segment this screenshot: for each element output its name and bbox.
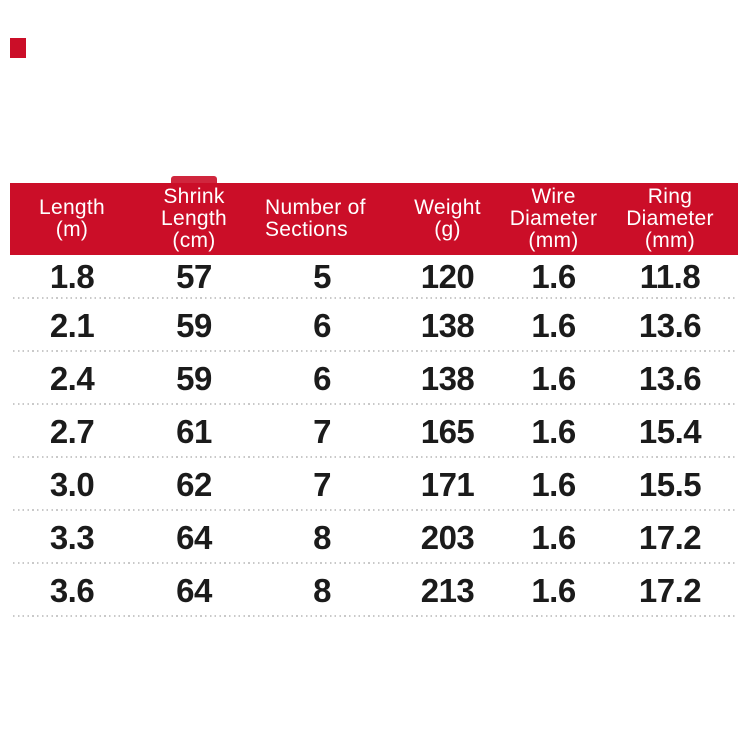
table-row: 3.6 64 8 213 1.6 17.2 (10, 564, 738, 617)
column-header-line: Diameter (509, 207, 598, 230)
cell-shrink-length: 61 (176, 412, 212, 450)
table-row: 2.7 61 7 165 1.6 15.4 (10, 405, 738, 458)
column-header-weight: Weight (g) (390, 183, 505, 255)
column-header-line: (mm) (528, 229, 579, 252)
cell-weight: 138 (420, 306, 475, 344)
cell-sections: 7 (313, 465, 331, 503)
cell-ring-diameter: 13.6 (638, 306, 702, 344)
cell-ring-diameter: 11.8 (639, 258, 701, 295)
column-header-line: (m) (55, 218, 89, 241)
column-header-length: Length (m) (10, 183, 134, 255)
table-row: 1.8 57 5 120 1.6 11.8 (10, 255, 738, 299)
spec-table: Length (m) Shrink Length (cm) Number of … (10, 176, 738, 617)
cell-sections: 6 (313, 306, 331, 344)
table-row: 2.4 59 6 138 1.6 13.6 (10, 352, 738, 405)
column-header-line: Length (160, 207, 228, 230)
cell-weight: 165 (420, 412, 475, 450)
table-row: 3.3 64 8 203 1.6 17.2 (10, 511, 738, 564)
column-header-shrink-length: Shrink Length (cm) (134, 183, 254, 255)
column-header-line: Sections (265, 218, 348, 241)
column-header-line: Wire (531, 185, 576, 208)
cell-wire-diameter: 1.6 (531, 258, 576, 295)
column-header-sections: Number of Sections (254, 183, 390, 255)
cell-length: 3.0 (49, 465, 95, 503)
cell-wire-diameter: 1.6 (531, 571, 576, 609)
column-header-line: Diameter (626, 207, 714, 230)
cell-length: 1.8 (49, 258, 95, 295)
cell-wire-diameter: 1.6 (531, 412, 576, 450)
red-corner-mark (10, 38, 26, 58)
cell-length: 3.3 (49, 518, 95, 556)
cell-sections: 7 (313, 412, 331, 450)
cell-weight: 203 (420, 518, 475, 556)
cell-weight: 120 (420, 258, 475, 295)
cell-wire-diameter: 1.6 (531, 306, 576, 344)
cell-wire-diameter: 1.6 (531, 465, 576, 503)
column-header-line: (cm) (172, 229, 216, 252)
cell-length: 2.4 (49, 359, 95, 397)
cell-ring-diameter: 13.6 (638, 359, 702, 397)
column-header-ring-diameter: Ring Diameter (mm) (602, 183, 738, 255)
cell-sections: 8 (313, 518, 331, 556)
cell-length: 3.6 (49, 571, 95, 609)
cell-wire-diameter: 1.6 (531, 359, 576, 397)
cell-shrink-length: 62 (176, 465, 212, 503)
cell-sections: 8 (313, 571, 331, 609)
cell-wire-diameter: 1.6 (531, 518, 576, 556)
cell-shrink-length: 57 (176, 258, 212, 295)
column-header-wire-diameter: Wire Diameter (mm) (505, 183, 602, 255)
cell-shrink-length: 59 (176, 359, 212, 397)
cell-weight: 171 (420, 465, 475, 503)
column-header-line: Weight (414, 196, 481, 219)
cell-weight: 138 (420, 359, 475, 397)
cell-ring-diameter: 17.2 (638, 571, 702, 609)
cell-shrink-length: 64 (176, 571, 212, 609)
cell-ring-diameter: 15.4 (638, 412, 702, 450)
column-header-line: Length (38, 196, 106, 219)
table-row: 2.1 59 6 138 1.6 13.6 (10, 299, 738, 352)
column-header-line: (g) (434, 218, 461, 241)
table-row: 3.0 62 7 171 1.6 15.5 (10, 458, 738, 511)
column-header-line: Shrink (163, 185, 225, 208)
cell-weight: 213 (420, 571, 475, 609)
header-bump-decoration (171, 176, 217, 184)
cell-shrink-length: 59 (176, 306, 212, 344)
cell-ring-diameter: 17.2 (638, 518, 702, 556)
table-body: 1.8 57 5 120 1.6 11.8 2.1 59 6 138 1.6 1… (10, 255, 738, 617)
cell-length: 2.7 (49, 412, 95, 450)
column-header-line: Ring (647, 185, 693, 208)
cell-length: 2.1 (49, 306, 95, 344)
cell-shrink-length: 64 (176, 518, 212, 556)
cell-sections: 5 (313, 258, 331, 295)
column-header-line: (mm) (644, 229, 696, 252)
cell-ring-diameter: 15.5 (638, 465, 702, 503)
column-header-line: Number of (265, 196, 366, 219)
cell-sections: 6 (313, 359, 331, 397)
table-header-row: Length (m) Shrink Length (cm) Number of … (10, 176, 738, 255)
